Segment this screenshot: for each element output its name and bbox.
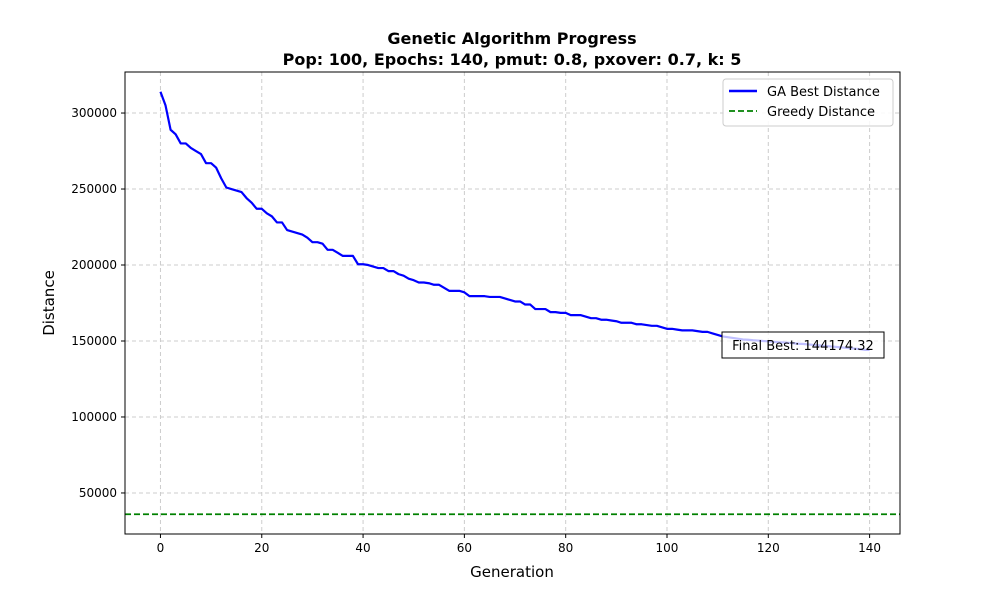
x-tick-label: 100 xyxy=(656,541,679,555)
y-tick-label: 100000 xyxy=(71,410,117,424)
y-tick-label: 50000 xyxy=(79,486,117,500)
x-tick-label: 80 xyxy=(558,541,573,555)
x-tick-label: 140 xyxy=(858,541,881,555)
legend-label-ga: GA Best Distance xyxy=(767,85,880,100)
annotation-box xyxy=(721,331,885,359)
y-tick-label: 250000 xyxy=(71,182,117,196)
y-tick-label: 300000 xyxy=(71,106,117,120)
y-tick-label: 150000 xyxy=(71,334,117,348)
x-tick-label: 60 xyxy=(457,541,472,555)
annotation-text: Final Best: 144174.32 xyxy=(732,339,874,354)
y-tick-label: 200000 xyxy=(71,258,117,272)
legend: GA Best Distance Greedy Distance xyxy=(722,78,894,127)
x-axis-label: Generation xyxy=(470,563,554,581)
legend-box xyxy=(722,78,894,127)
x-axis: 0 20 40 60 80 100 120 140 xyxy=(157,534,881,555)
x-tick-label: 20 xyxy=(254,541,269,555)
chart-subtitle: Pop: 100, Epochs: 140, pmut: 0.8, pxover… xyxy=(283,50,742,69)
x-tick-label: 40 xyxy=(355,541,370,555)
x-tick-label: 120 xyxy=(757,541,780,555)
final-best-annotation: Final Best: 144174.32 xyxy=(721,331,885,359)
chart-title: Genetic Algorithm Progress xyxy=(387,29,636,48)
plot-area-frame xyxy=(124,71,901,535)
x-tick-label: 0 xyxy=(157,541,165,555)
y-axis: 50000 100000 150000 200000 250000 300000 xyxy=(71,106,125,500)
legend-label-greedy: Greedy Distance xyxy=(767,105,875,120)
y-axis-label: Distance xyxy=(40,270,58,336)
